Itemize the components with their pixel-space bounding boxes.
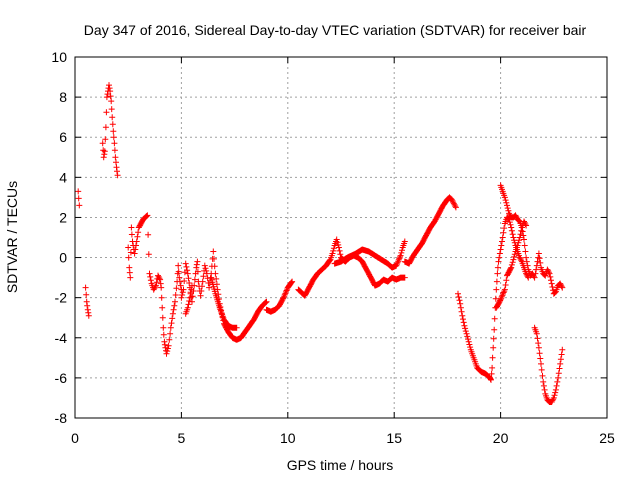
y-tick-label: -2 [55, 290, 68, 306]
y-tick-label: 6 [59, 129, 67, 145]
data-segment [75, 188, 83, 209]
y-tick-label: -4 [55, 330, 68, 346]
y-tick-label: 2 [59, 209, 67, 225]
data-segment [531, 324, 566, 405]
data-point-marks [497, 182, 566, 297]
data-point-marks [82, 284, 92, 319]
data-point-marks [531, 324, 566, 405]
data-point-marks [99, 82, 121, 179]
y-tick-labels: -8 -6 -4 -2 0 2 4 6 8 10 [51, 49, 67, 426]
data-segment [125, 212, 185, 357]
x-axis-label: GPS time / hours [287, 457, 394, 473]
data-point-marks [331, 238, 408, 271]
plot-frame [74, 56, 608, 419]
data-segment [182, 282, 195, 317]
data-segment [82, 284, 92, 319]
chart-title: Day 347 of 2016, Sidereal Day-to-day VTE… [84, 22, 587, 38]
y-tick-label: -8 [55, 410, 68, 426]
data-point-marks [263, 278, 296, 315]
y-tick-label: 10 [51, 49, 67, 65]
x-tick-label: 20 [493, 430, 509, 446]
data-point-marks [75, 188, 83, 209]
y-tick-label: 8 [59, 89, 67, 105]
x-tick-label: 15 [386, 430, 402, 446]
data-point-marks [208, 274, 240, 331]
data-segment [99, 82, 121, 179]
data-point-marks [401, 194, 459, 267]
x-tick-label: 25 [599, 430, 615, 446]
data-segment [497, 182, 566, 297]
data-series [75, 82, 566, 405]
data-point-marks [125, 212, 185, 357]
data-point-marks [182, 282, 195, 317]
data-point-marks [455, 214, 532, 383]
y-axis-label: SDTVAR / TECUs [4, 181, 20, 293]
data-segment [455, 214, 532, 383]
y-tick-label: 0 [59, 250, 67, 266]
data-segment [208, 274, 240, 331]
data-segment [401, 194, 459, 267]
y-tick-label: 4 [59, 169, 67, 185]
x-tick-labels: 0 5 10 15 20 25 [71, 430, 615, 446]
data-segment [263, 278, 296, 315]
y-tick-label: -6 [55, 370, 68, 386]
x-tick-label: 5 [178, 430, 186, 446]
x-tick-label: 10 [280, 430, 296, 446]
x-tick-label: 0 [71, 430, 79, 446]
data-segment [331, 238, 408, 271]
